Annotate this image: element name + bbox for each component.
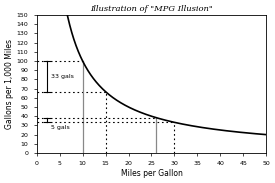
X-axis label: Miles per Gallon: Miles per Gallon xyxy=(120,169,182,178)
Text: 5 gals: 5 gals xyxy=(51,125,70,130)
Y-axis label: Gallons per 1,000 Miles: Gallons per 1,000 Miles xyxy=(5,39,14,129)
Title: Illustration of "MPG Illusion": Illustration of "MPG Illusion" xyxy=(90,5,213,13)
Text: 33 gals: 33 gals xyxy=(51,74,74,79)
